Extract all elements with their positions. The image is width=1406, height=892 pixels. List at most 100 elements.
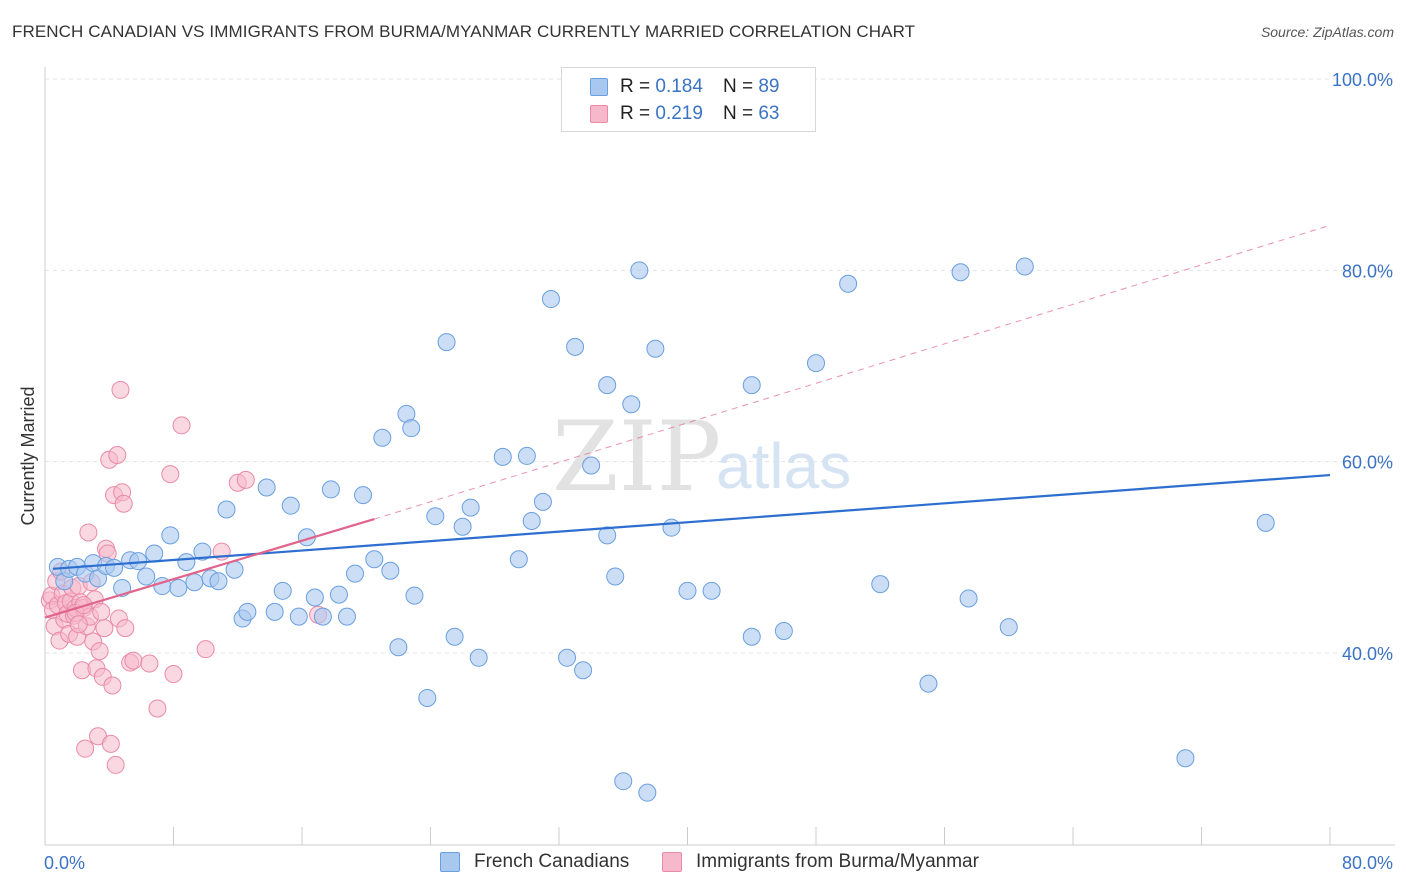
data-point-french-canadians — [281, 496, 300, 515]
data-point-french-canadians — [517, 446, 536, 465]
data-point-burma — [92, 602, 111, 621]
data-point-french-canadians — [257, 478, 276, 497]
data-point-french-canadians — [445, 627, 464, 646]
data-point-french-canadians — [614, 772, 633, 791]
data-point-french-canadians — [381, 561, 400, 580]
data-point-french-canadians — [209, 572, 228, 591]
data-point-french-canadians — [426, 507, 445, 526]
data-point-burma — [90, 642, 109, 661]
data-point-french-canadians — [321, 480, 340, 499]
trend-line-french-canadians — [52, 473, 1331, 570]
data-point-french-canadians — [273, 581, 292, 600]
data-point-burma — [161, 465, 180, 484]
data-point-french-canadians — [493, 447, 512, 466]
legend-label-burma: Immigrants from Burma/Myanmar — [696, 851, 979, 872]
legend-r-value: 0.184 — [655, 76, 703, 97]
data-point-french-canadians — [289, 607, 308, 626]
data-point-french-canadians — [437, 333, 456, 352]
data-point-french-canadians — [313, 607, 332, 626]
data-point-french-canadians — [807, 354, 825, 373]
data-point-french-canadians — [582, 456, 601, 475]
data-point-french-canadians — [329, 585, 348, 604]
data-point-french-canadians — [418, 688, 437, 707]
data-point-french-canadians — [145, 544, 164, 563]
legend-swatch-pink — [590, 105, 608, 123]
legend-n-label: N = — [722, 76, 754, 97]
data-point-french-canadians — [951, 263, 970, 282]
data-point-burma — [114, 494, 133, 513]
data-point-french-canadians — [871, 575, 890, 594]
watermark: ZIP atlas — [552, 401, 851, 513]
data-point-burma — [108, 445, 127, 464]
legend-n-label: N = — [722, 103, 754, 124]
stats-legend: R = 0.184 N = 89 R = 0.219 N = 63 — [561, 67, 816, 132]
x-tick-label: 0.0% — [44, 853, 85, 873]
data-point-french-canadians — [1176, 749, 1195, 768]
series-legend: French Canadians Immigrants from Burma/M… — [0, 851, 1406, 877]
y-tick-label: 80.0% — [1342, 261, 1393, 281]
data-point-french-canadians — [509, 550, 528, 569]
legend-n-value: 89 — [758, 76, 780, 97]
legend-label-french-canadians: French Canadians — [474, 851, 630, 872]
legend-item-french-canadians: French Canadians — [440, 851, 629, 873]
y-tick-labels: 40.0% 60.0% 80.0% 100.0% — [1332, 70, 1393, 664]
legend-r-value: 0.219 — [655, 103, 703, 124]
legend-swatch-pink — [662, 852, 682, 872]
series-french-canadians-points — [48, 257, 1275, 802]
watermark-atlas: atlas — [716, 430, 851, 502]
trend-line-burma — [44, 518, 375, 619]
data-point-french-canadians — [742, 627, 761, 646]
data-point-french-canadians — [461, 498, 480, 517]
legend-r-label: R = — [620, 76, 651, 97]
data-point-french-canadians — [1256, 513, 1275, 532]
legend-swatch-blue — [440, 852, 460, 872]
legend-r-label: R = — [620, 103, 651, 124]
data-point-burma — [124, 651, 143, 670]
grid-lines — [45, 78, 1395, 654]
data-point-burma — [196, 640, 215, 659]
source-note: Source: ZipAtlas.com — [1260, 24, 1394, 40]
data-point-french-canadians — [389, 638, 408, 657]
data-point-burma — [95, 619, 114, 638]
data-point-french-canadians — [365, 550, 384, 569]
data-point-burma — [76, 739, 95, 758]
data-point-french-canadians — [662, 518, 681, 537]
data-point-french-canadians — [161, 526, 180, 545]
legend-n-value: 63 — [758, 103, 780, 124]
data-point-french-canadians — [558, 648, 577, 667]
data-point-french-canadians — [337, 607, 356, 626]
data-point-burma — [164, 665, 183, 684]
trend-lines — [44, 224, 1331, 619]
data-point-french-canadians — [678, 581, 697, 600]
data-point-french-canadians — [402, 419, 421, 438]
data-point-french-canadians — [919, 674, 938, 693]
data-point-french-canadians — [373, 428, 392, 447]
y-tick-label: 100.0% — [1332, 70, 1393, 90]
data-point-french-canadians — [638, 783, 657, 802]
legend-row-french-canadians: R = 0.184 N = 89 — [562, 74, 779, 100]
data-point-french-canadians — [105, 558, 124, 577]
data-point-french-canadians — [185, 573, 204, 592]
data-point-burma — [236, 470, 255, 489]
legend-item-burma: Immigrants from Burma/Myanmar — [662, 851, 979, 873]
legend-swatch-blue — [590, 78, 608, 96]
data-point-french-canadians — [193, 542, 212, 561]
data-point-french-canadians — [598, 526, 617, 545]
data-point-french-canadians — [177, 553, 196, 572]
chart-title: FRENCH CANADIAN VS IMMIGRANTS FROM BURMA… — [12, 22, 916, 41]
legend-row-burma: R = 0.219 N = 63 — [562, 101, 779, 127]
data-point-burma — [172, 416, 191, 435]
data-point-burma — [101, 734, 120, 753]
data-point-french-canadians — [533, 492, 552, 511]
axes — [44, 67, 1395, 846]
data-point-burma — [79, 523, 98, 542]
data-point-french-canadians — [265, 602, 284, 621]
data-point-french-canadians — [405, 586, 424, 605]
data-point-french-canadians — [354, 486, 373, 505]
data-point-french-canadians — [839, 274, 858, 293]
data-point-french-canadians — [346, 564, 365, 583]
data-point-burma — [106, 755, 125, 774]
data-point-burma — [103, 676, 122, 695]
data-point-french-canadians — [238, 602, 257, 621]
data-point-french-canadians — [999, 618, 1018, 637]
